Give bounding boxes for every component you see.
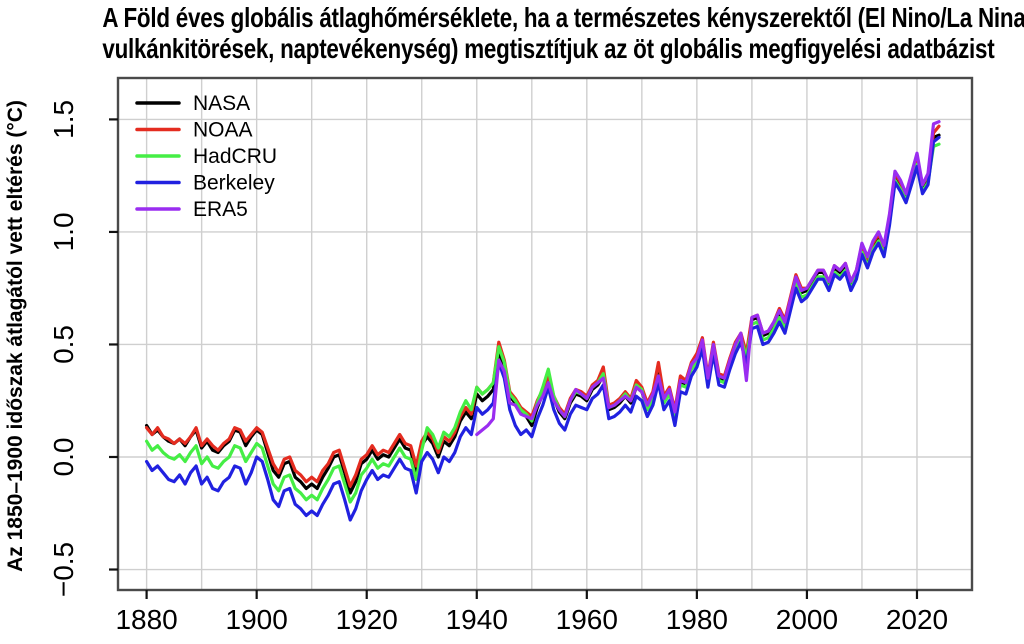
legend-label-era5: ERA5 (193, 198, 248, 221)
legend-label-nasa: NASA (193, 92, 250, 115)
series-layer (145, 120, 941, 522)
x-tick-label: 2020 (886, 604, 948, 635)
x-tick-label: 2000 (776, 604, 838, 635)
legend-label-hadcru: HadCRU (193, 145, 277, 168)
x-tick-label: 1920 (336, 604, 398, 635)
y-tick-label: 1.5 (48, 100, 79, 139)
plot-box-layer (116, 76, 974, 592)
plot-box (116, 76, 974, 592)
x-tick-label: 1980 (666, 604, 728, 635)
x-tick-label: 1940 (446, 604, 508, 635)
chart-title-line-2: vulkánkitörések, naptevékenység) megtisz… (102, 33, 995, 64)
chart-title-line-1: A Föld éves globális átlaghőmérséklete, … (102, 2, 1024, 33)
series-line-era5 (475, 120, 941, 437)
x-tick-label: 1960 (556, 604, 618, 635)
y-tick-label: −0.5 (48, 542, 79, 597)
series-line-berkeley (145, 135, 941, 522)
legend: NASA NOAA HadCRU Berkeley ERA5 (135, 92, 277, 221)
chart-title: A Föld éves globális átlaghőmérséklete, … (0, 2, 1024, 64)
x-tick-label: 1880 (115, 604, 177, 635)
y-axis-title: Az 1850–1900 időszak átlagától vett elté… (4, 100, 27, 572)
y-tick-label: 0.0 (48, 438, 79, 477)
y-tick-label: 1.0 (48, 212, 79, 251)
legend-label-berkeley: Berkeley (193, 172, 275, 195)
y-tick-label: 0.5 (48, 325, 79, 364)
x-tick-label: 1900 (226, 604, 288, 635)
legend-label-noaa: NOAA (193, 119, 253, 142)
tick-layer: 1880 1900 1920 1940 1960 1980 2000 2020 −0.5 0.0 0… (48, 100, 948, 635)
